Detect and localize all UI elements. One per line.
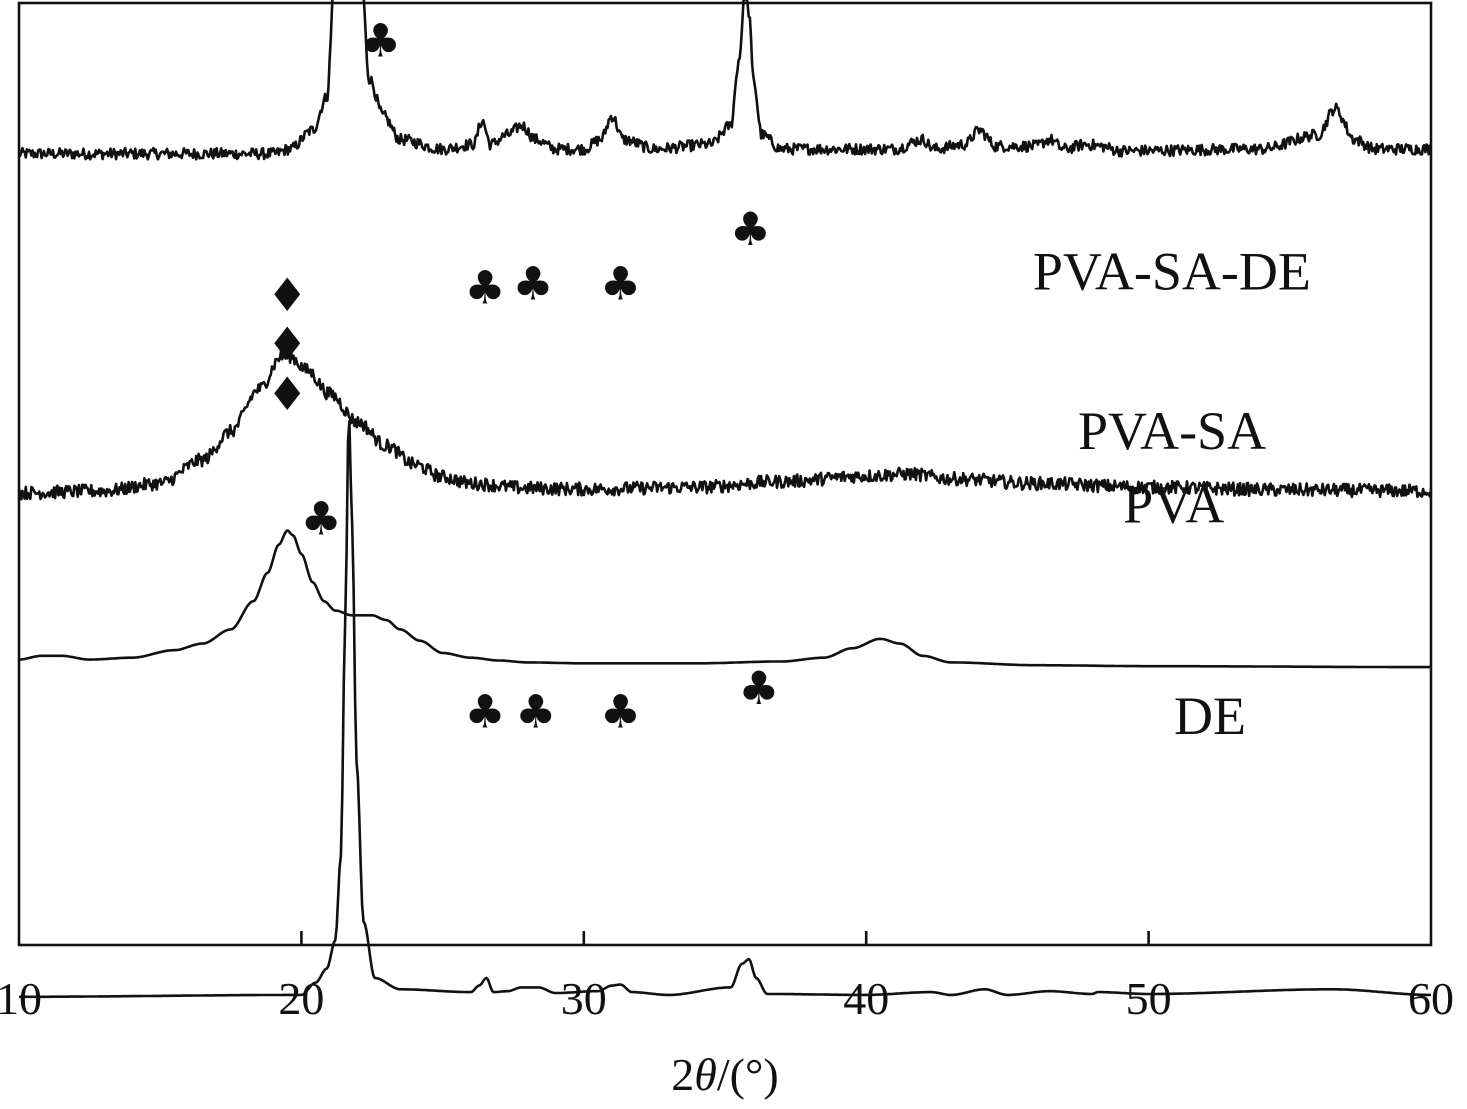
- series-label-pva-sa-de: PVA-SA-DE: [1033, 242, 1311, 302]
- club-marker: ♣: [512, 257, 553, 311]
- x-tick-label: 50: [1126, 973, 1172, 1024]
- series-label-pva-sa: PVA-SA: [1078, 401, 1266, 461]
- club-marker: ♣: [301, 491, 342, 545]
- series-traces: [17, 0, 1433, 999]
- x-axis-tick-labels: 10 20 30 40 50 60: [0, 973, 1454, 1024]
- series-line-pva-sa-de: [17, 0, 1433, 161]
- x-tick-label: 10: [0, 973, 42, 1024]
- diamond-marker: ♦: [267, 367, 308, 421]
- club-marker: ♣: [738, 661, 779, 715]
- x-tick-label: 60: [1408, 973, 1454, 1024]
- series-line-de: [19, 419, 1431, 999]
- series-labels: PVA-SA-DE PVA-SA PVA DE: [1033, 242, 1311, 747]
- diamond-marker: ♦: [267, 317, 308, 371]
- x-tick-label: 40: [843, 973, 889, 1024]
- club-marker: ♣: [600, 684, 641, 738]
- club-marker: ♣: [515, 684, 556, 738]
- plot-frame: [17, 1, 1433, 947]
- x-tick-label: 30: [561, 973, 607, 1024]
- series-line-pva: [18, 529, 1431, 669]
- club-marker: ♣: [464, 684, 505, 738]
- x-axis-ticks: [300, 931, 1150, 945]
- club-marker: ♣: [360, 14, 401, 68]
- series-label-pva: PVA: [1123, 474, 1224, 534]
- club-marker: ♣: [730, 202, 771, 256]
- diamond-marker: ♦: [267, 268, 308, 322]
- peak-markers: ♣♣ ♣ ♣♣♦♦♦♣♣ ♣ ♣ ♣: [267, 14, 780, 739]
- series-label-de: DE: [1174, 686, 1246, 746]
- series-line-pva-sa: [17, 348, 1433, 501]
- x-axis-title: 2θ/(°): [671, 1049, 778, 1100]
- club-marker: ♣: [600, 257, 641, 311]
- club-marker: ♣: [464, 260, 505, 314]
